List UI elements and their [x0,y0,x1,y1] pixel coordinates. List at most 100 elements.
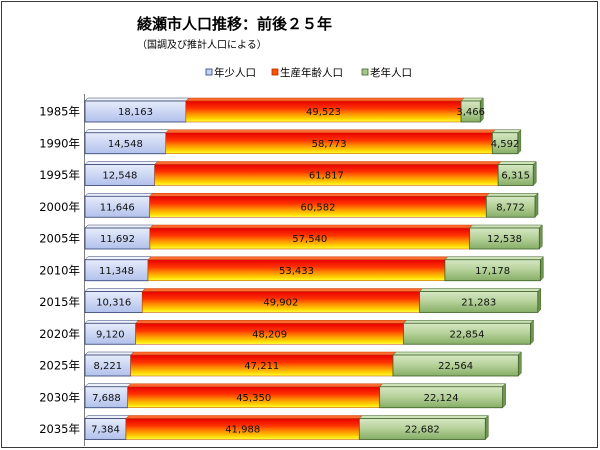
data-label-elderly-2010: 17,178 [475,266,510,277]
data-label-young-2005: 11,692 [100,234,135,245]
category-label-2020: 2020年 [39,327,80,341]
bar-elderly-2020-side-face [530,319,534,345]
bar-elderly-1985-top-face [460,97,484,102]
bar-elderly-2015-top-face [418,288,542,292]
category-axis-labels: 1985年 1990年 1995年 2000年 2005年 2010年 2015年 2020年… [39,105,80,437]
bar-elderly-1995-side-face [532,160,537,187]
bar-working-age-2000-top-face [149,193,490,197]
bar-elderly-2030 [379,386,503,409]
bar-young-1985-top-face [84,97,190,102]
bar-working-age-2005-top-face [149,224,474,229]
bar-working-age-2025-top-face [130,351,397,356]
bar-elderly-2000-top-face [485,193,539,197]
bar-young-1990-top-face [84,129,170,133]
bar-elderly-2000-side-face [534,192,539,218]
data-label-young-1995: 12,548 [102,171,137,182]
bar-elderly-2035 [358,418,486,440]
bar-young-2030-top-face [84,383,132,387]
data-label-working-age-2005: 57,540 [292,234,327,245]
bar-working-age-2035-top-face [125,415,363,419]
category-label-1985: 1985年 [39,105,80,119]
bar-elderly-2025-top-face [392,351,522,356]
legend-marker-working-age [271,68,279,76]
legend-label-working-age: 生産年齢人口 [280,66,343,79]
bar-elderly-1985 [460,100,481,123]
data-label-working-age-1995: 61,817 [309,171,344,182]
category-label-2010: 2010年 [39,263,80,277]
data-label-young-2010: 11,348 [99,266,134,277]
bar-working-age-1995-top-face [154,161,502,165]
legend-label-elderly: 老年人口 [370,66,412,79]
bar-elderly-2035-side-face [485,414,489,441]
data-label-elderly-2020: 22,854 [450,329,485,340]
category-label-1995: 1995年 [39,168,80,182]
bar-young-1995-top-face [84,161,159,165]
bar-working-age-1990-top-face [165,129,496,133]
data-label-young-2030: 7,688 [92,393,121,404]
data-label-elderly-2000: 8,772 [496,202,525,213]
bar-working-age-2030-top-face [127,383,384,387]
bar-young-2035-top-face [84,415,130,419]
legend: 年少人口 生産年齢人口 老年人口 [205,66,412,79]
data-label-working-age-2000: 60,582 [301,202,336,213]
data-label-elderly-1990: 4,592 [491,139,520,150]
data-label-young-2015: 10,316 [96,298,131,309]
category-label-2030: 2030年 [39,390,80,404]
bar-elderly-1995-top-face [497,161,537,165]
bar-young-2025-top-face [84,351,135,356]
data-labels: 18,163 49,523 3,466 14,548 58,773 4,592 12,548… [91,107,530,436]
data-label-young-1990: 14,548 [108,139,143,150]
bar-elderly-2005-top-face [469,224,543,229]
bar-series [84,97,544,441]
bar-elderly-1995 [497,164,534,186]
bar-elderly-2020 [403,322,531,345]
data-label-working-age-2010: 53,433 [279,266,314,277]
category-label-2035: 2035年 [39,422,80,436]
bar-elderly-2010-side-face [540,256,544,282]
data-label-young-2000: 11,646 [100,202,135,213]
category-label-2005: 2005年 [39,232,80,246]
data-label-working-age-2020: 48,209 [252,329,287,340]
bar-elderly-2020-top-face [402,320,535,324]
bar-young-2010-top-face [84,256,152,260]
data-label-working-age-2015: 49,902 [263,298,298,309]
data-label-working-age-2030: 45,350 [236,393,271,404]
legend-marker-elderly [361,68,369,76]
data-label-young-2020: 9,120 [96,329,125,340]
category-label-2015: 2015年 [39,295,80,309]
bar-elderly-2005 [469,227,540,250]
chart-subtitle: （国調及び推計人口による） [137,38,267,51]
bar-young-2000-top-face [84,193,154,197]
bar-elderly-1990-top-face [491,129,522,133]
data-label-elderly-2030: 22,124 [424,393,459,404]
legend-marker-young [205,68,213,76]
bar-elderly-2005-side-face [539,224,543,250]
category-label-1990: 1990年 [39,136,80,150]
category-label-2000: 2000年 [39,200,80,214]
chart-title: 綾瀬市人口推移：前後２５年 [137,15,332,33]
bar-young-2005-top-face [84,224,154,229]
data-label-working-age-1990: 58,773 [312,139,347,150]
data-label-elderly-2015: 21,283 [461,298,496,309]
data-label-young-2035: 7,384 [91,425,120,436]
data-label-working-age-2035: 41,988 [225,425,260,436]
data-label-elderly-2035: 22,682 [405,425,440,436]
legend-label-young: 年少人口 [214,66,256,79]
bar-young-2020-top-face [84,320,140,324]
bar-working-age-2020-top-face [135,320,408,324]
bar-working-age-1985-top-face [185,97,465,102]
bar-working-age-2010-top-face [147,256,449,260]
data-label-young-2025: 8,221 [93,361,122,372]
bar-young-2015-top-face [84,288,146,292]
bar-elderly-2000 [485,195,536,218]
bar-elderly-2025 [392,354,519,377]
bar-elderly-2030-top-face [379,383,507,387]
bar-elderly-2025-side-face [518,351,522,377]
data-label-elderly-1985: 3,466 [456,107,485,118]
bar-elderly-2035-top-face [358,415,489,419]
data-label-elderly-2025: 22,564 [438,361,473,372]
data-label-young-1985: 18,163 [118,107,153,118]
data-label-elderly-2005: 12,538 [487,234,522,245]
bar-working-age-2015-top-face [141,288,424,292]
